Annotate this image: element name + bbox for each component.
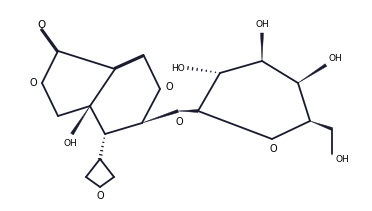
Polygon shape: [142, 110, 179, 123]
Text: O: O: [165, 82, 173, 92]
Text: O: O: [96, 191, 104, 201]
Text: OH: OH: [255, 20, 269, 29]
Text: OH: OH: [329, 54, 343, 63]
Polygon shape: [71, 106, 90, 135]
Text: O: O: [175, 117, 183, 127]
Text: OH: OH: [63, 139, 77, 148]
Polygon shape: [178, 110, 198, 112]
Polygon shape: [260, 33, 263, 61]
Text: O: O: [29, 78, 37, 88]
Polygon shape: [310, 121, 333, 130]
Text: O: O: [37, 20, 45, 30]
Text: O: O: [269, 144, 277, 154]
Text: OH: OH: [335, 155, 349, 164]
Text: HO: HO: [171, 64, 185, 73]
Polygon shape: [298, 64, 327, 83]
